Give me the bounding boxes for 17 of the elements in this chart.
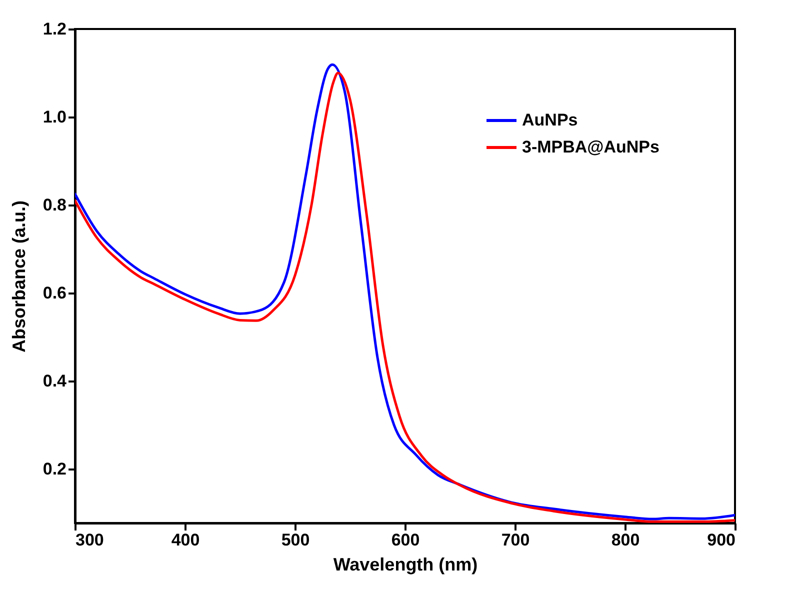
y-axis-title: Absorbance (a.u.) — [8, 200, 29, 353]
x-tick-label: 400 — [171, 530, 200, 550]
y-tick-label: 0.2 — [42, 459, 66, 478]
x-tick-label: 600 — [391, 530, 420, 550]
x-tick-label: 800 — [611, 530, 640, 550]
x-tick-label: 700 — [501, 530, 530, 550]
x-tick-label: 900 — [707, 530, 736, 550]
x-tick-label: 500 — [281, 530, 310, 550]
y-tick-label: 0.4 — [42, 371, 68, 390]
y-tick-label: 1.2 — [42, 20, 66, 38]
y-tick-label: 0.8 — [42, 195, 66, 214]
legend-label: AuNPs — [522, 110, 578, 130]
y-tick-label: 1.0 — [42, 107, 66, 126]
y-tick-label: 0.6 — [42, 283, 66, 302]
x-axis-title: Wavelength (nm) — [333, 554, 478, 574]
x-tick-label: 300 — [76, 530, 104, 550]
legend-label: 3-MPBA@AuNPs — [522, 138, 660, 156]
